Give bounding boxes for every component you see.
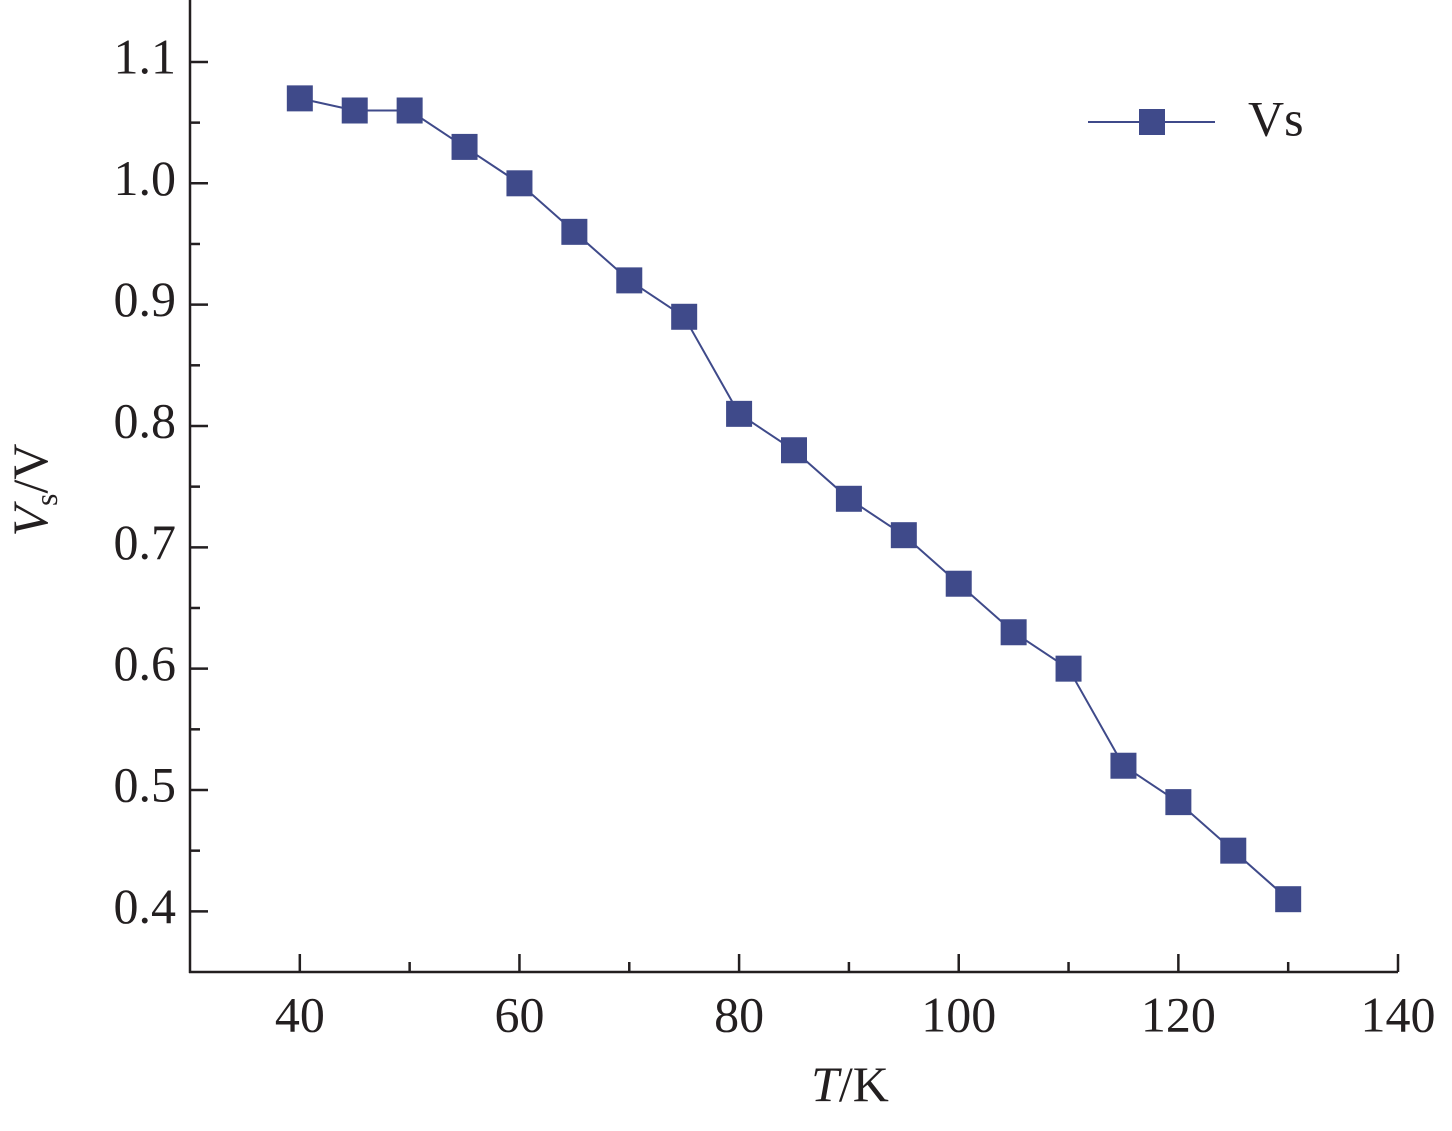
marker [616,267,643,294]
y-label-var: V [2,501,58,537]
x-label-var: T [811,1056,842,1112]
marker [451,133,478,160]
y-tick-label: 0.7 [114,514,177,570]
marker [835,485,862,512]
marker [1055,655,1082,682]
marker [561,218,588,245]
series-line [299,97,1289,900]
x-tick-label: 100 [921,986,996,1042]
x-tick-label: 80 [714,986,764,1042]
y-tick-label: 0.5 [114,756,177,812]
x-axis-label: T/K [811,1056,889,1112]
marker [341,97,368,124]
y-tick-label: 0.9 [114,271,177,327]
marker [396,97,423,124]
marker [1000,619,1027,646]
marker [506,170,533,197]
y-tick-label: 1.0 [114,150,177,206]
y-tick-label: 0.8 [114,392,177,448]
x-tick-label: 60 [494,986,544,1042]
x-tick-label: 120 [1141,986,1216,1042]
y-tick-label: 1.1 [114,28,177,84]
marker [1165,789,1192,816]
marker [671,303,698,330]
marker [1220,837,1247,864]
x-tick-label: 140 [1361,986,1436,1042]
y-label-unit: /V [2,444,58,494]
x-tick-label: 40 [275,986,325,1042]
marker [890,522,917,549]
marker [781,437,807,464]
marker [945,570,972,597]
legend-marker [1139,109,1165,135]
marker [726,400,753,427]
legend-label: Vs [1248,90,1304,146]
y-label-sub: s [28,494,64,506]
x-label-unit: /K [839,1056,889,1112]
marker [1110,752,1137,779]
marker [1275,886,1302,913]
marker [286,85,313,112]
y-axis-label: Vs/V [2,444,64,537]
y-tick-label: 0.6 [114,635,177,691]
y-tick-label: 0.4 [114,878,177,934]
